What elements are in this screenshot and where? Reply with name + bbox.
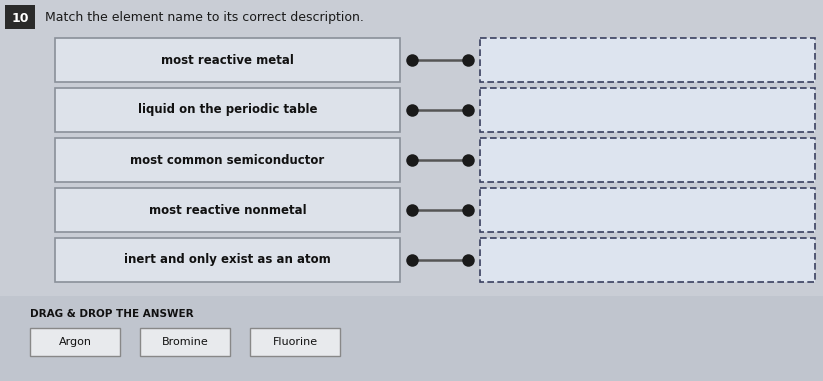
Bar [480,188,815,232]
Text: Fluorine: Fluorine [272,337,318,347]
Bar [55,238,400,282]
Bar [480,38,815,82]
Bar [140,328,230,356]
Text: DRAG & DROP THE ANSWER: DRAG & DROP THE ANSWER [30,309,193,319]
Text: liquid on the periodic table: liquid on the periodic table [137,104,317,117]
Bar [250,328,340,356]
Text: most common semiconductor: most common semiconductor [130,154,324,166]
Bar [30,328,120,356]
Text: Argon: Argon [58,337,91,347]
Bar [480,88,815,132]
Text: most reactive metal: most reactive metal [161,53,294,67]
Bar [55,138,400,182]
Bar [480,238,815,282]
Bar [55,38,400,82]
Text: 10: 10 [12,11,29,24]
Text: Match the element name to its correct description.: Match the element name to its correct de… [45,11,364,24]
Bar [55,188,400,232]
Text: inert and only exist as an atom: inert and only exist as an atom [124,253,331,266]
Bar [480,138,815,182]
Bar [55,88,400,132]
Bar [5,5,35,29]
Bar [0,296,823,381]
Text: most reactive nonmetal: most reactive nonmetal [149,203,306,216]
Text: Bromine: Bromine [161,337,208,347]
